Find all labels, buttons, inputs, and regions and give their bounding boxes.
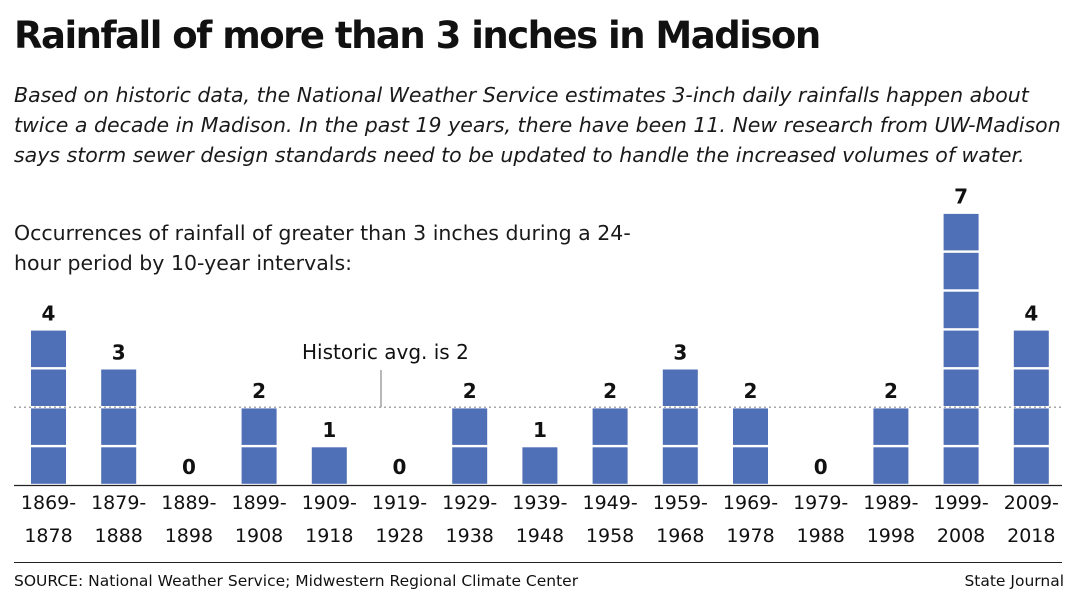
x-tick-label-end: 1998 xyxy=(867,525,915,547)
bar-segment xyxy=(592,447,628,484)
x-tick-label-start: 1959- xyxy=(653,492,708,514)
x-tick-label-start: 1909- xyxy=(302,492,357,514)
x-tick-label-start: 1919- xyxy=(372,492,427,514)
bar-segment xyxy=(1013,330,1049,368)
x-tick-label-start: 1929- xyxy=(442,492,497,514)
bar-value-label: 2 xyxy=(603,379,617,403)
bar-value-label: 1 xyxy=(322,418,336,442)
bar-segment xyxy=(31,408,66,445)
x-tick-label-end: 2018 xyxy=(1007,525,1055,547)
bar-value-label: 2 xyxy=(252,379,266,403)
x-tick-label-end: 1928 xyxy=(375,525,423,547)
bar-segment xyxy=(452,408,488,445)
x-tick-label-start: 1969- xyxy=(723,492,778,514)
bar-segment xyxy=(943,408,979,445)
bar-value-label: 4 xyxy=(1024,301,1038,325)
chart-subtitle: Occurrences of rainfall of greater than … xyxy=(14,221,631,275)
bar-segment xyxy=(943,369,979,406)
x-tick-label-end: 1908 xyxy=(235,525,283,547)
bar-value-label: 1 xyxy=(533,418,547,442)
bar-segment xyxy=(662,447,698,484)
bar-segment xyxy=(873,408,909,445)
bar-segment xyxy=(1013,408,1049,445)
bar-segment xyxy=(522,447,558,484)
x-tick-label-start: 1989- xyxy=(863,492,918,514)
bar-segment xyxy=(943,330,979,368)
bar-segment xyxy=(101,369,137,406)
bar-value-label: 2 xyxy=(884,379,898,403)
x-tick-label-start: 1949- xyxy=(582,492,637,514)
bar-value-label: 2 xyxy=(463,379,477,403)
x-tick-label-end: 2008 xyxy=(937,525,985,547)
bar-chart: Historic avg. is 2 4 1869- 1878 3 1879- 1888 0 1… xyxy=(14,185,1062,547)
chart-title: Rainfall of more than 3 inches in Madiso… xyxy=(14,14,821,57)
bar-segment xyxy=(31,447,66,484)
x-tick-label-end: 1978 xyxy=(726,525,774,547)
bar-value-label: 3 xyxy=(673,340,687,364)
x-tick-label-end: 1898 xyxy=(165,525,213,547)
x-tick-label-start: 1899- xyxy=(231,492,286,514)
x-tick-label-start: 1999- xyxy=(933,492,988,514)
bar-value-label: 7 xyxy=(954,185,968,209)
x-tick-label-end: 1878 xyxy=(24,525,72,547)
bar-value-label: 0 xyxy=(814,455,828,479)
bar-segment xyxy=(452,447,488,484)
x-tick-label-start: 1879- xyxy=(91,492,146,514)
bar-segment xyxy=(943,447,979,484)
footer-divider xyxy=(14,562,1062,563)
x-tick-label-start: 1979- xyxy=(793,492,848,514)
bar-value-label: 0 xyxy=(393,455,407,479)
x-tick-label-end: 1988 xyxy=(797,525,845,547)
bar-segment xyxy=(733,408,768,445)
bar-segment xyxy=(873,447,909,484)
bar-value-label: 4 xyxy=(42,301,56,325)
bar-segment xyxy=(1013,369,1049,406)
bar-segment xyxy=(241,408,277,445)
bar-value-label: 2 xyxy=(744,379,758,403)
bar-segment xyxy=(733,447,768,484)
intro-text: Based on historic data, the National Wea… xyxy=(14,83,1061,167)
bar-segment xyxy=(943,291,979,329)
bar-value-label: 3 xyxy=(112,340,126,364)
bar-segment xyxy=(662,408,698,445)
average-label: Historic avg. is 2 xyxy=(302,340,469,364)
bar-segment xyxy=(592,408,628,445)
credit-note: State Journal xyxy=(964,572,1064,590)
bar-segment xyxy=(662,369,698,406)
x-tick-label-end: 1948 xyxy=(516,525,564,547)
bar-segment xyxy=(241,447,277,484)
x-tick-label-start: 1889- xyxy=(161,492,216,514)
bar-segment xyxy=(31,330,66,368)
bar-segment xyxy=(31,369,66,406)
x-tick-label-end: 1968 xyxy=(656,525,704,547)
x-tick-label-end: 1918 xyxy=(305,525,353,547)
bar-value-label: 0 xyxy=(182,455,196,479)
bar-segment xyxy=(1013,447,1049,484)
x-tick-label-start: 1939- xyxy=(512,492,567,514)
source-note: SOURCE: National Weather Service; Midwes… xyxy=(14,572,579,590)
x-tick-label-end: 1938 xyxy=(446,525,494,547)
x-tick-label-end: 1958 xyxy=(586,525,634,547)
bar-segment xyxy=(311,447,347,484)
x-tick-label-start: 2009- xyxy=(1004,492,1059,514)
bar-segment xyxy=(101,447,137,484)
bar-segment xyxy=(101,408,137,445)
x-tick-label-end: 1888 xyxy=(95,525,143,547)
bar-segment xyxy=(943,252,979,290)
x-tick-label-start: 1869- xyxy=(21,492,76,514)
bar-segment xyxy=(943,213,979,251)
